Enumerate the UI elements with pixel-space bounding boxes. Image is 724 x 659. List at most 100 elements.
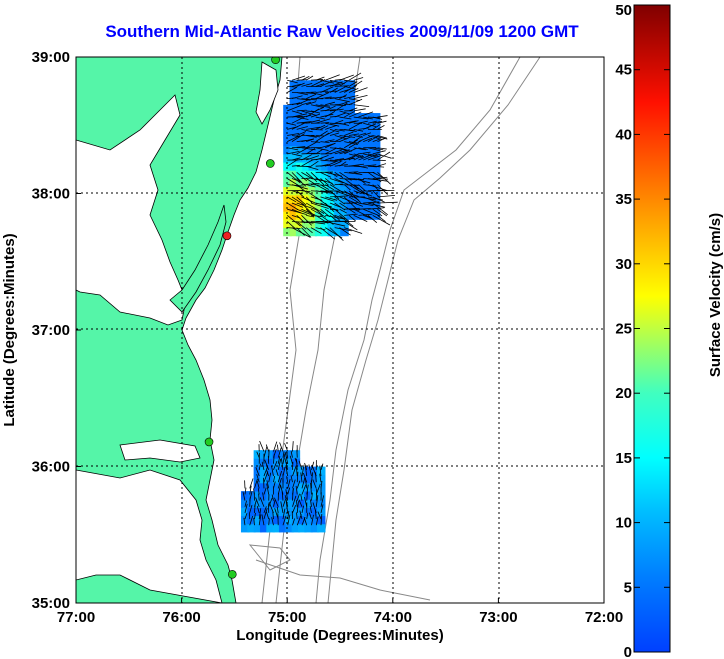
velocity-vector [277,458,282,471]
velocity-cell [308,113,318,122]
velocity-vector [296,514,302,526]
velocity-cell [285,450,294,459]
velocity-cell [247,491,256,500]
velocity-vector [339,116,352,120]
velocity-vector [377,147,387,150]
velocity-vector [320,104,330,107]
velocity-vector [249,515,254,526]
velocity-cell [327,203,337,212]
velocity-vector [320,122,330,124]
velocity-vector [266,483,270,495]
velocity-vector [315,208,324,216]
velocity-cell [327,121,337,130]
velocity-cell [247,499,256,508]
velocity-vector [289,455,293,464]
velocity-vector [377,137,386,142]
velocity-cell [321,194,330,204]
velocity-cell [333,211,343,220]
velocity-vector [320,178,329,186]
velocity-vector [287,151,300,155]
velocity-cell [327,80,337,89]
velocity-cell [304,499,313,508]
velocity-vector [258,463,261,470]
velocity-vector [299,510,303,520]
velocity-vector [377,153,392,159]
velocity-vector [301,505,305,513]
velocity-vector [268,472,272,483]
velocity-cell [346,96,356,106]
velocity-cell [371,137,381,147]
colorbar-tick-label: 5 [624,579,632,596]
velocity-vector [377,135,388,139]
velocity-cell [259,491,269,500]
velocity-vector [339,80,349,87]
velocity-vector [280,458,284,470]
velocity-vector [282,451,285,458]
colorbar-label: Surface Velocity (cm/s) [707,213,724,377]
velocity-cell [365,121,375,130]
velocity-vector [353,202,363,207]
velocity-vector [292,495,297,507]
velocity-vector [320,109,336,112]
velocity-vector [271,465,274,477]
velocity-cell [365,211,375,220]
velocity-vector [253,488,255,495]
velocity-vector [339,208,347,214]
velocity-vector [306,155,320,161]
velocity-vector [334,98,350,103]
velocity-cell [352,137,362,147]
velocity-vector [324,202,335,213]
velocity-vector [367,172,382,183]
y-tick-label: 37:00 [32,322,70,339]
velocity-vector [310,184,329,186]
velocity-vector [290,475,293,483]
velocity-cell [346,104,356,114]
velocity-cell [346,80,356,89]
velocity-vector [325,142,336,149]
velocity-vector [353,147,366,151]
velocity-vector [334,227,352,232]
velocity-vector [363,164,377,167]
velocity-cell [346,170,356,179]
velocity-vector [348,81,358,87]
velocity-vector [292,479,296,489]
velocity-cell [314,170,324,179]
velocity-cell [371,194,381,204]
velocity-cell [308,96,318,106]
velocity-vector [305,196,313,204]
velocity-cell [365,145,375,155]
velocity-vector [296,109,307,112]
velocity-cell [289,80,299,89]
velocity-vector [284,443,289,452]
velocity-vector [325,105,336,112]
velocity-vector [358,147,368,150]
velocity-vector [334,196,345,205]
velocity-vector [301,101,312,106]
velocity-vector [367,207,385,210]
velocity-vector [334,158,345,161]
velocity-cell [291,523,301,533]
velocity-vector [244,487,247,495]
velocity-vector [329,161,342,167]
y-axis-ticks: 35:00 36:00 37:00 38:00 39:00 [32,49,81,612]
velocity-vector [315,147,329,151]
velocity-vector [339,172,352,181]
velocity-cell [359,194,368,204]
velocity-vector [358,120,368,124]
velocity-vector [329,227,344,241]
velocity-vector [291,190,303,195]
velocity-cell [297,491,307,500]
colorbar-tick-label: 35 [615,191,632,208]
velocity-vector [256,451,260,458]
velocity-vector [306,484,309,495]
velocity-vector [296,221,307,230]
velocity-cell [295,145,305,155]
velocity-vector [301,159,314,167]
velocity-cell [253,523,263,533]
velocity-vector [310,482,312,495]
velocity-cell [295,186,305,196]
velocity-cell [321,121,330,130]
velocity-cell [333,162,343,171]
velocity-vector [377,184,388,195]
velocity-cell [297,515,307,525]
